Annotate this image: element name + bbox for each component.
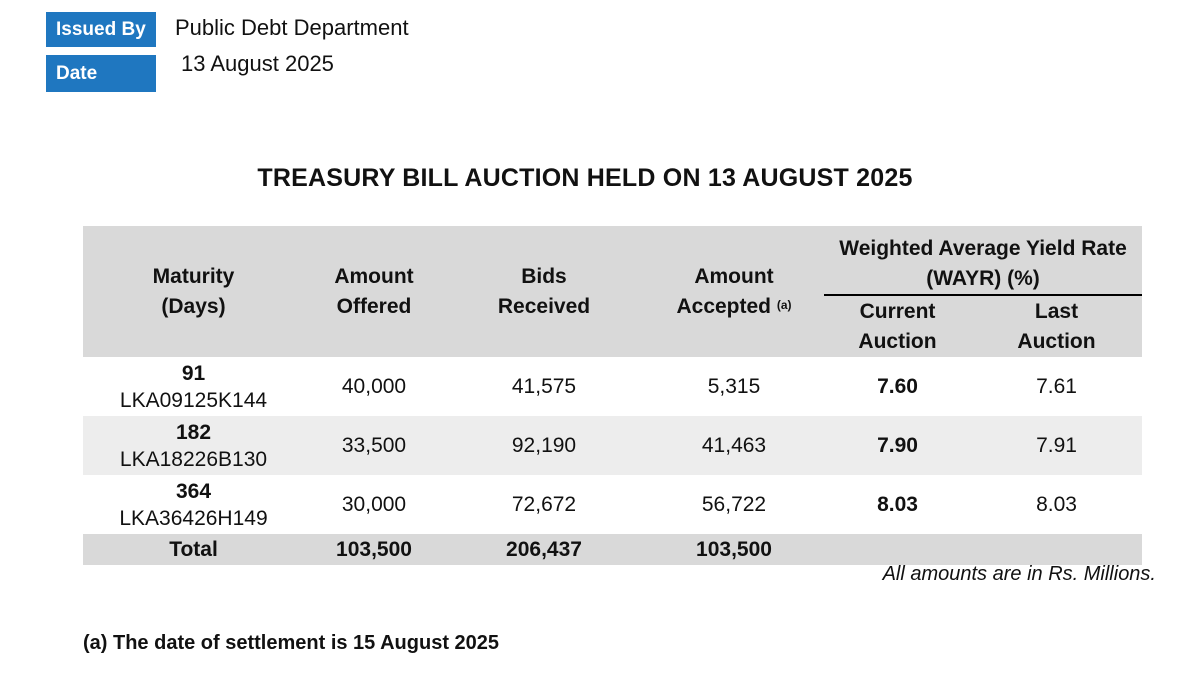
table-row: 182 LKA18226B130 33,500 92,190 41,463 7.… — [83, 416, 1143, 475]
amounts-note: All amounts are in Rs. Millions. — [882, 563, 1156, 585]
header-last-line2: Auction — [1017, 329, 1096, 353]
header-amount-offered: Amount Offered — [304, 226, 444, 357]
page-title: TREASURY BILL AUCTION HELD ON 13 AUGUST … — [257, 164, 913, 192]
header-bids-line1: Bids — [521, 264, 567, 288]
header-current-line2: Auction — [858, 329, 937, 353]
table-header-row: Maturity (Days) Amount Offered Bids Rece… — [83, 226, 1143, 318]
header-maturity-line1: Maturity — [152, 264, 235, 288]
last-wayr-cell: 7.91 — [1036, 433, 1077, 457]
header-amount-accepted: Amount Accepted (a) — [644, 226, 824, 357]
header-bids-line2: Received — [497, 294, 591, 318]
header-wayr-line2: (WAYR) (%) — [926, 267, 1040, 290]
date-label: Date — [46, 55, 156, 92]
current-wayr-cell: 7.90 — [877, 433, 918, 457]
maturity-cell: 91 LKA09125K144 — [83, 357, 304, 416]
amount-accepted-cell: 5,315 — [707, 374, 761, 398]
header-last-auction: Last Auction — [971, 295, 1142, 357]
amount-offered-cell: 40,000 — [341, 374, 407, 398]
maturity-cell: 182 LKA18226B130 — [83, 416, 304, 475]
amount-offered-cell: 33,500 — [341, 433, 407, 457]
isin-code: LKA18226B130 — [119, 447, 268, 471]
isin-code: LKA09125K144 — [119, 388, 268, 412]
header-offered-line1: Amount — [334, 264, 414, 288]
issued-by-label: Issued By — [46, 12, 156, 47]
last-wayr-cell: 8.03 — [1036, 492, 1077, 516]
current-wayr-cell: 8.03 — [877, 492, 918, 516]
total-last-empty — [971, 534, 1142, 565]
bids-received-cell: 41,575 — [511, 374, 577, 398]
header-accepted-line1: Amount — [694, 264, 774, 288]
amount-offered-cell: 30,000 — [341, 492, 407, 516]
amount-accepted-cell: 56,722 — [701, 492, 767, 516]
current-wayr-cell: 7.60 — [877, 374, 918, 398]
maturity-days: 182 — [175, 420, 212, 444]
total-accepted: 103,500 — [696, 537, 772, 561]
table-row: 364 LKA36426H149 30,000 72,672 56,722 8.… — [83, 475, 1142, 534]
total-row: Total 103,500 206,437 103,500 — [83, 534, 1143, 565]
bids-received-cell: 72,672 — [511, 492, 577, 516]
isin-code: LKA36426H149 — [119, 506, 268, 530]
settlement-footnote: (a) The date of settlement is 15 August … — [83, 632, 500, 654]
auction-table: Maturity (Days) Amount Offered Bids Rece… — [83, 226, 1143, 565]
total-offered: 103,500 — [336, 537, 412, 561]
header-maturity: Maturity (Days) — [83, 226, 304, 357]
maturity-days: 91 — [181, 361, 206, 385]
bids-received-cell: 92,190 — [511, 433, 577, 457]
header-bids-received: Bids Received — [444, 226, 644, 357]
header-current-auction: Current Auction — [824, 295, 971, 357]
issued-by-value: Public Debt Department — [175, 15, 409, 40]
total-label: Total — [169, 537, 218, 561]
footnote-marker: (a) — [776, 297, 792, 312]
header-current-line1: Current — [859, 299, 936, 323]
header-wayr: Weighted Average Yield Rate (WAYR) (%) — [824, 226, 1143, 296]
header-offered-line2: Offered — [336, 294, 412, 318]
header-wayr-line1: Weighted Average Yield Rate — [839, 237, 1127, 260]
header-last-line1: Last — [1034, 299, 1079, 323]
maturity-days: 364 — [175, 479, 212, 503]
amount-accepted-cell: 41,463 — [701, 433, 767, 457]
maturity-cell: 364 LKA36426H149 — [83, 475, 304, 534]
last-wayr-cell: 7.61 — [1036, 374, 1077, 398]
date-value: 13 August 2025 — [181, 51, 334, 76]
total-bids: 206,437 — [506, 537, 582, 561]
total-current-empty — [824, 534, 971, 565]
table-row: 91 LKA09125K144 40,000 41,575 5,315 7.60… — [83, 357, 1142, 416]
header-accepted-line2: Accepted — [676, 294, 771, 318]
header-maturity-line2: (Days) — [161, 294, 226, 318]
